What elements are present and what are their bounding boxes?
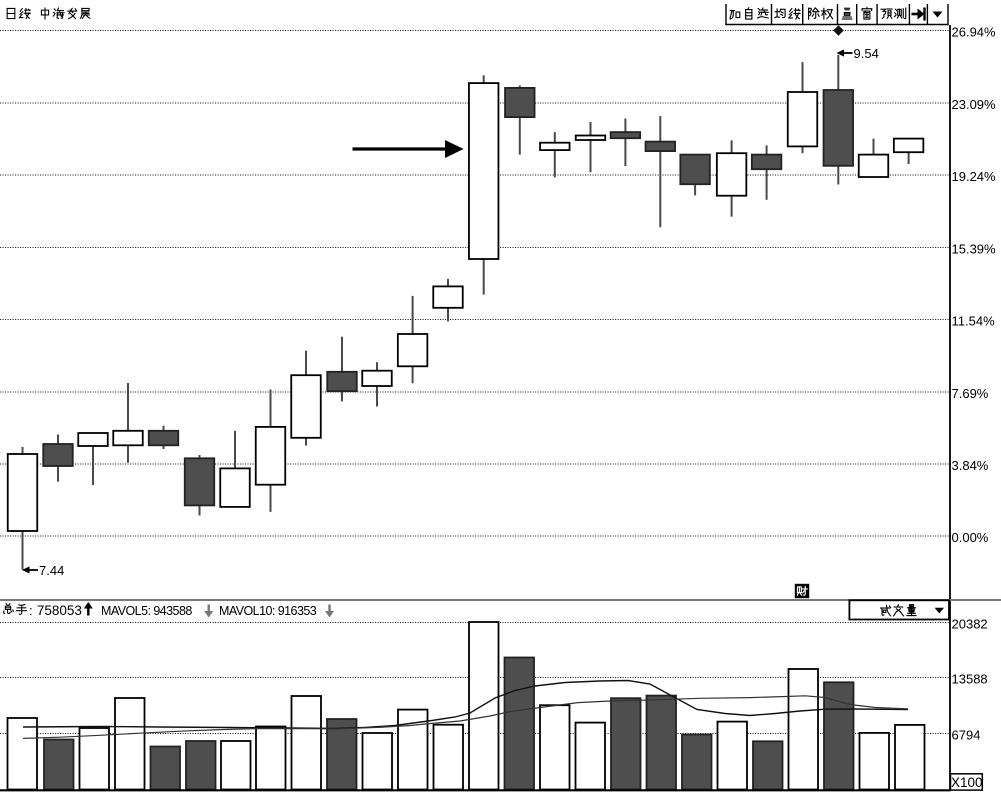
svg-text:19.24%: 19.24% bbox=[952, 169, 997, 184]
svg-text:23.09%: 23.09% bbox=[952, 97, 997, 112]
svg-text:MAVOL10: 916353: MAVOL10: 916353 bbox=[219, 604, 317, 618]
svg-text:3.84%: 3.84% bbox=[952, 458, 989, 473]
svg-text:15.39%: 15.39% bbox=[952, 242, 997, 257]
svg-text:6794: 6794 bbox=[952, 728, 981, 743]
svg-text:20382: 20382 bbox=[952, 617, 988, 632]
svg-text:11.54%: 11.54% bbox=[952, 314, 996, 329]
svg-text:7.69%: 7.69% bbox=[952, 386, 989, 401]
svg-text:26.94%: 26.94% bbox=[952, 25, 997, 40]
svg-text:758053: 758053 bbox=[37, 603, 82, 618]
svg-text:MAVOL5: 943588: MAVOL5: 943588 bbox=[101, 604, 192, 618]
svg-text:7.44: 7.44 bbox=[39, 563, 64, 578]
svg-text:0.00%: 0.00% bbox=[952, 530, 989, 545]
svg-text::: : bbox=[29, 603, 33, 618]
svg-text:9.54: 9.54 bbox=[854, 46, 879, 61]
svg-text:13588: 13588 bbox=[952, 672, 988, 687]
svg-text:X100: X100 bbox=[951, 775, 983, 790]
